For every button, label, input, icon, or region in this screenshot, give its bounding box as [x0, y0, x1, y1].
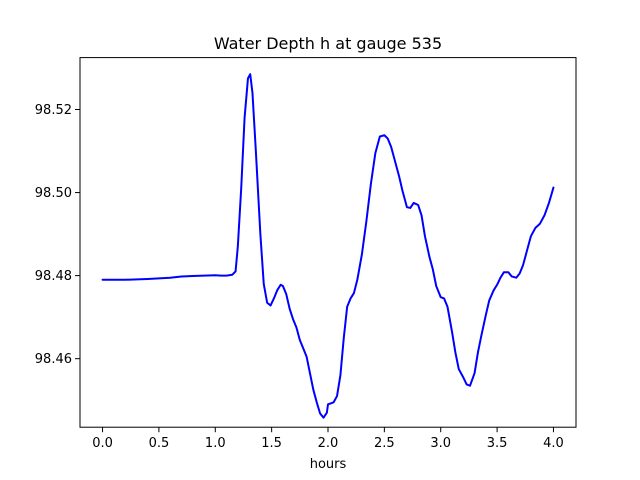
plot-frame: [79, 57, 577, 428]
y-tick-label: 98.46: [35, 352, 72, 367]
x-axis: 0.0 0.5 1.0 1.5 2.0 2.5 3.0 3.5 4.0: [92, 427, 564, 451]
x-tick-label: 2.5: [374, 436, 395, 451]
y-tick-label: 98.52: [35, 103, 72, 118]
chart-title: Water Depth h at gauge 535: [214, 34, 442, 53]
x-tick-label: 4.0: [543, 436, 564, 451]
plot-area: [101, 73, 555, 419]
x-tick-label: 0.5: [149, 436, 170, 451]
x-tick-label: 1.0: [205, 436, 226, 451]
y-axis: 98.46 98.48 98.50 98.52: [35, 103, 80, 367]
x-tick-label: 3.0: [430, 436, 451, 451]
x-tick-label: 1.5: [261, 436, 282, 451]
x-tick-label: 3.5: [487, 436, 508, 451]
x-tick-label: 2.0: [318, 436, 339, 451]
x-axis-label: hours: [310, 457, 347, 472]
x-tick-label: 0.0: [92, 436, 113, 451]
y-tick-label: 98.50: [35, 186, 72, 201]
series-line-1: [101, 73, 555, 419]
y-tick-label: 98.48: [35, 269, 72, 284]
